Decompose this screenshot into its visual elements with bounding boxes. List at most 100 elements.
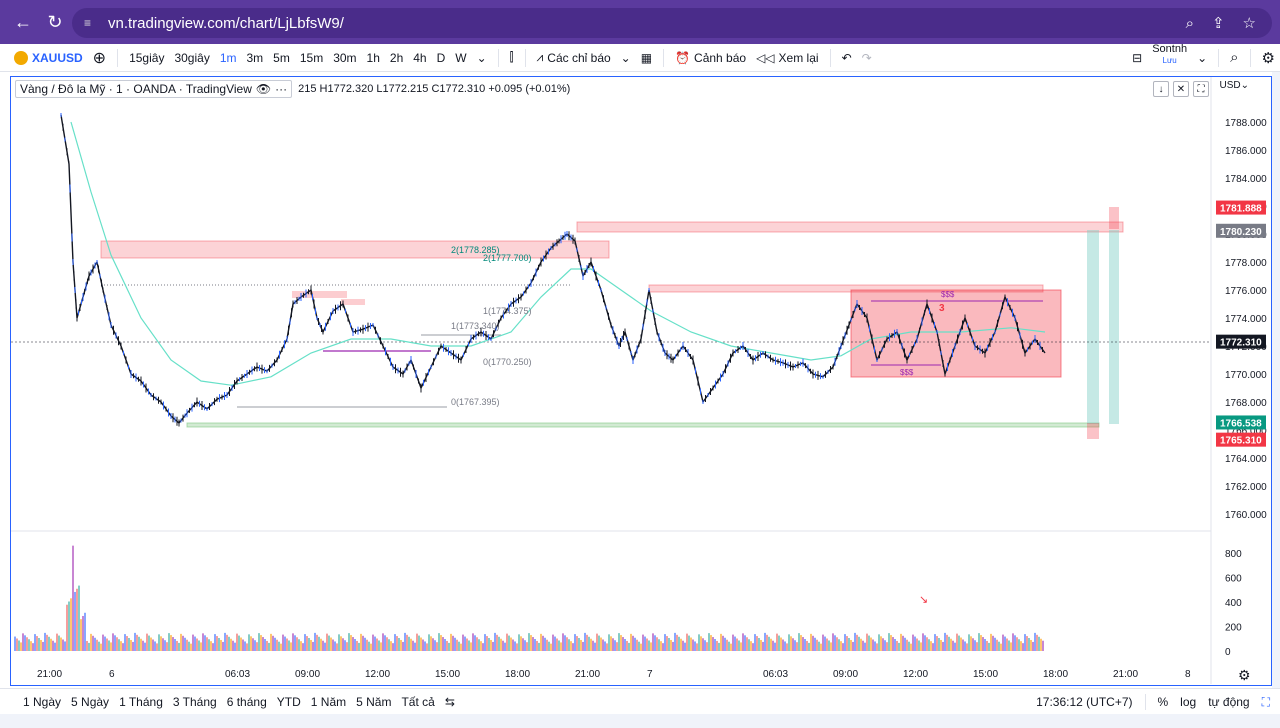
supply-zone-2: [576, 221, 1124, 233]
symbol-label: XAUUSD: [32, 50, 83, 65]
range-button-5[interactable]: YTD: [276, 694, 301, 709]
price-tick-9: 1770.000: [1225, 370, 1267, 381]
price-tick-11: 1766.000: [1225, 426, 1267, 437]
sss-label-bottom: $$$: [900, 368, 914, 377]
currency-select[interactable]: USD⌄: [1219, 80, 1249, 91]
indicators-label: Các chỉ báo: [547, 50, 611, 65]
time-label-0: 21:00: [37, 669, 62, 680]
bottom-panel-strip: [0, 714, 1280, 728]
symbol-title-box[interactable]: Vàng / Đô la Mỹ · 1 · OANDA · TradingVie…: [15, 80, 293, 98]
price-tick-10: 1768.000: [1225, 398, 1267, 409]
interval-0[interactable]: 15giây: [129, 50, 165, 65]
undo-icon[interactable]: ↶: [841, 50, 852, 65]
log-toggle[interactable]: log: [1180, 695, 1197, 709]
layout-dropdown-icon[interactable]: ⌄: [1197, 50, 1208, 65]
red-tick-bottom: [1087, 423, 1099, 439]
gold-logo-icon: [14, 50, 28, 65]
range-box: [850, 289, 1062, 378]
marker-arrow: ↘: [919, 594, 928, 606]
time-label-4: 12:00: [365, 669, 390, 680]
time-label-6: 18:00: [505, 669, 530, 680]
settings-gear-icon[interactable]: ⚙: [1261, 49, 1275, 67]
volume-tick-2: 400: [1225, 598, 1242, 609]
range-button-2[interactable]: 1 Tháng: [119, 694, 163, 709]
layout-icon[interactable]: ⊟: [1132, 50, 1143, 65]
indicators-dropdown-icon[interactable]: ⌄: [620, 50, 631, 65]
user-name: Sontnh: [1152, 42, 1188, 55]
interval-9[interactable]: 4h: [413, 50, 427, 65]
interval-4[interactable]: 5m: [273, 50, 290, 65]
price-tag-bg-3: [1216, 415, 1266, 430]
interval-8[interactable]: 2h: [389, 50, 404, 65]
legend-title: Vàng / Đô la Mỹ · 1 · OANDA · TradingVie…: [20, 82, 252, 96]
minimize-pane-icon[interactable]: ✕: [1173, 81, 1189, 97]
volume-tick-1: 600: [1225, 574, 1242, 585]
range-button-0[interactable]: 1 Ngày: [23, 694, 62, 709]
zoom-icon[interactable]: ⌕: [1185, 14, 1194, 32]
compare-add-icon[interactable]: ⊕: [92, 49, 107, 67]
collapse-pane-icon[interactable]: ↓: [1153, 81, 1169, 97]
range-bar: 1 Ngày 5 Ngày 1 Tháng 3 Tháng 6 tháng YTD 1 Nă…: [0, 688, 1280, 714]
time-label-12: 15:00: [973, 669, 998, 680]
save-layout-button[interactable]: Sontnh Lưu: [1147, 42, 1192, 72]
price-tag-2: 1772.310: [1220, 338, 1262, 349]
teal-bar-1: [1087, 230, 1099, 424]
bookmark-star-icon[interactable]: ☆: [1242, 15, 1256, 32]
auto-toggle[interactable]: tự động: [1208, 695, 1250, 709]
price-tag-bg-2: [1216, 334, 1266, 349]
more-icon[interactable]: ···: [275, 82, 288, 96]
back-icon[interactable]: ←: [14, 11, 32, 32]
fib-label-2b: 2(1777.700): [483, 253, 532, 263]
interval-5[interactable]: 15m: [299, 50, 324, 65]
range-button-7[interactable]: 5 Năm: [356, 694, 392, 709]
fib-label-0a: 0(1770.250): [483, 357, 532, 367]
templates-icon[interactable]: ▦: [640, 50, 653, 65]
replay-button[interactable]: ◁◁ Xem lại: [751, 44, 823, 72]
range-button-1[interactable]: 5 Ngày: [71, 694, 110, 709]
replay-label: Xem lại: [778, 50, 819, 65]
time-label-1: 6: [109, 669, 115, 680]
price-tick-1: 1786.000: [1225, 146, 1267, 157]
range-button-8[interactable]: Tất cả: [401, 694, 435, 709]
percent-toggle[interactable]: %: [1157, 695, 1169, 709]
share-icon[interactable]: ⇪: [1211, 15, 1225, 32]
volume-tick-3: 200: [1225, 623, 1242, 634]
price-tick-2: 1784.000: [1225, 174, 1267, 185]
range-button-6[interactable]: 1 Năm: [310, 694, 347, 709]
chart-toolbar: XAUUSD ⊕ 15giây 30giây 1m 3m 5m 15m 30m 1h 2h 4h D…: [0, 42, 1280, 72]
indicators-icon: ⩘: [536, 50, 544, 64]
indicators-button[interactable]: ⩘ Các chỉ báo: [532, 44, 616, 72]
interval-2[interactable]: 1m: [219, 50, 237, 65]
redo-icon[interactable]: ↷: [861, 50, 872, 65]
range-button-4[interactable]: 6 tháng: [226, 694, 267, 709]
small-zone-a: [292, 291, 347, 298]
address-bar[interactable]: ≡ vn.tradingview.com/chart/LjLbfsW9/ ⌕ ⇪…: [72, 8, 1272, 38]
interval-10[interactable]: D: [436, 50, 446, 65]
chart-type-icon[interactable]: ⫿: [509, 50, 514, 64]
symbol-search[interactable]: XAUUSD: [0, 44, 88, 72]
interval-7[interactable]: 1h: [366, 50, 380, 65]
range-button-3[interactable]: 3 Tháng: [172, 694, 217, 709]
interval-1[interactable]: 30giây: [174, 50, 210, 65]
clock-label[interactable]: 17:36:12 (UTC+7): [1036, 695, 1133, 709]
price-tag-4: 1765.310: [1220, 436, 1262, 447]
right-scrollbar[interactable]: [1272, 72, 1280, 688]
chart-pane[interactable]: Vàng / Đô la Mỹ · 1 · OANDA · TradingVie…: [10, 76, 1272, 686]
interval-11[interactable]: W: [455, 50, 467, 65]
reload-icon[interactable]: ↻: [47, 11, 63, 32]
eye-icon[interactable]: 👁: [255, 82, 272, 96]
interval-dropdown-icon[interactable]: ⌄: [476, 50, 487, 65]
fullscreen-icon[interactable]: ⛶: [1261, 694, 1270, 709]
maximize-pane-icon[interactable]: ⛶: [1193, 81, 1209, 97]
moving-average-line: [70, 121, 1046, 386]
interval-6[interactable]: 30m: [333, 50, 357, 65]
time-label-15: 8: [1185, 669, 1191, 680]
alerts-button[interactable]: ⏰ Cảnh báo: [670, 44, 751, 72]
site-info-icon[interactable]: ≡: [84, 16, 92, 30]
replay-icon: ◁◁: [756, 50, 775, 65]
date-range-icon[interactable]: ⇆: [444, 694, 455, 709]
price-tag-bg-4: [1216, 432, 1266, 447]
interval-3[interactable]: 3m: [246, 50, 264, 65]
price-tick-5: 1778.000: [1225, 258, 1267, 269]
search-icon[interactable]: ⌕: [1230, 49, 1239, 66]
